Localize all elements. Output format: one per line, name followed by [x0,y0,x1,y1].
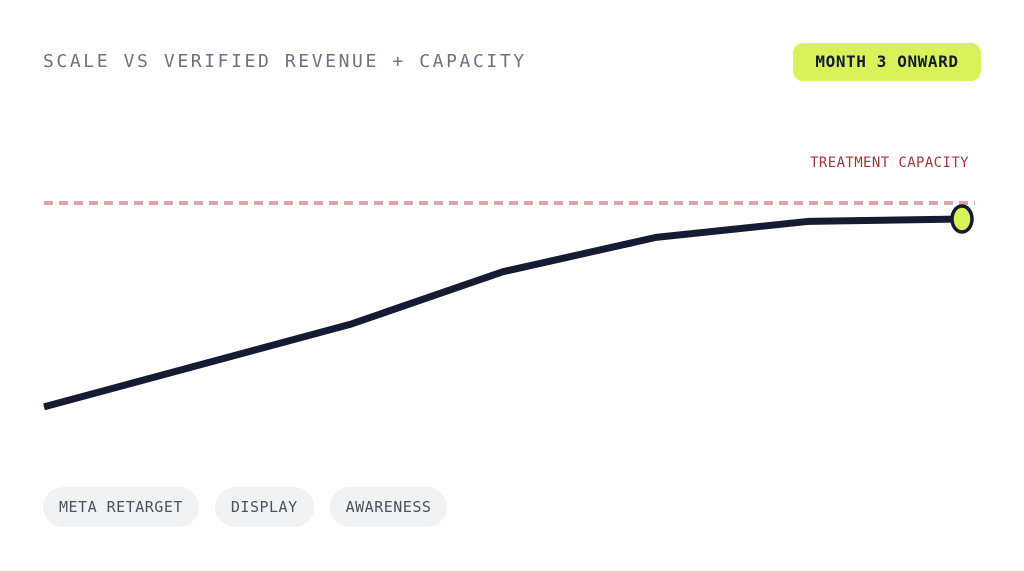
capacity-label: TREATMENT CAPACITY [810,155,969,171]
chip-meta-retarget[interactable]: META RETARGET [43,487,199,527]
channel-chips: META RETARGET DISPLAY AWARENESS [43,487,448,527]
month-badge: MONTH 3 ONWARD [793,43,981,81]
chip-display[interactable]: DISPLAY [214,487,314,527]
series-line [43,215,963,411]
chip-awareness[interactable]: AWARENESS [329,487,448,527]
chart-title: SCALE VS VERIFIED REVENUE + CAPACITY [43,51,527,72]
end-marker [950,204,974,234]
